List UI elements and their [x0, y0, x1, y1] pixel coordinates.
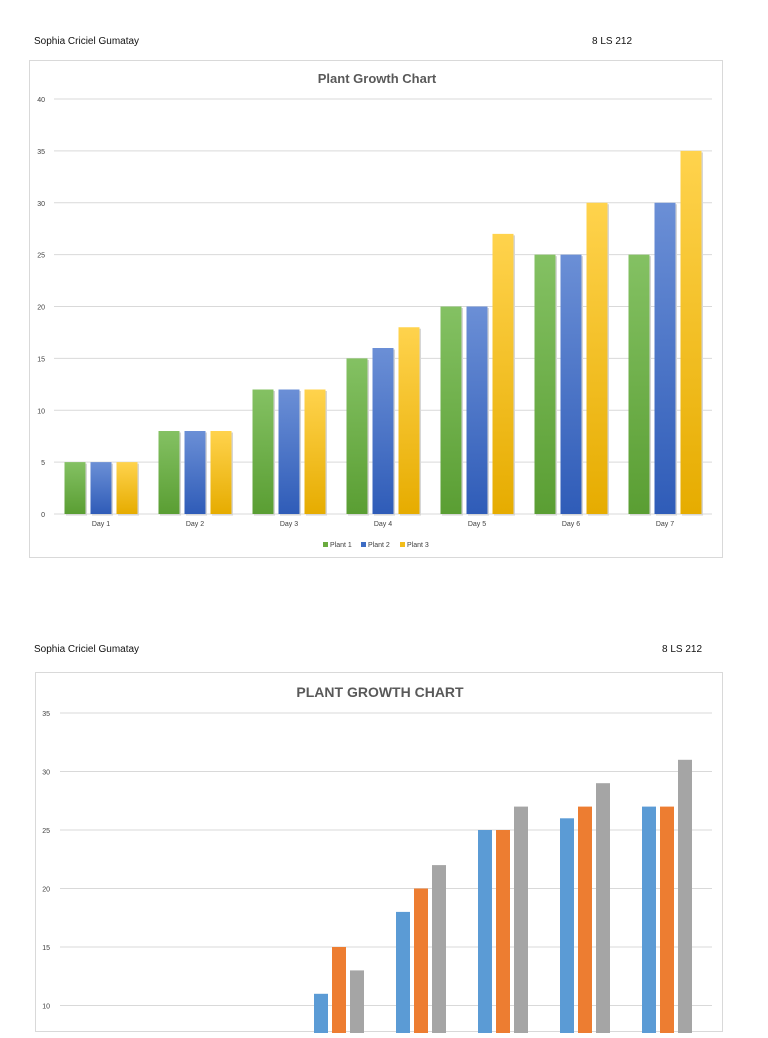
chart-2-bar-series-1 — [314, 993, 328, 1038]
chart-1-ytick-label: 5 — [41, 460, 45, 467]
chart-2-bar-series-3 — [514, 806, 528, 1038]
chart-1-bar-plant-3 — [210, 431, 232, 514]
chart-1-xtick-label: Day 3 — [280, 521, 298, 528]
chart-1-ytick-label: 0 — [41, 512, 45, 519]
chart-1-bar-plant-1 — [440, 306, 462, 514]
chart-2-bar-series-2 — [414, 888, 428, 1038]
class-code-2: 8 LS 212 — [662, 644, 703, 655]
chart-1-bar-plant-1 — [158, 431, 180, 514]
chart-1-bar-plant-3 — [492, 233, 514, 514]
chart-1-bar-plant-1 — [252, 389, 274, 514]
plant-growth-chart-2: PLANT GROWTH CHART 10 15 20 25 30 35 — [42, 684, 712, 1038]
chart-1-bar-plant-3 — [116, 462, 138, 514]
chart-1-legend-label: Plant 2 — [368, 542, 390, 549]
author-name-2: Sophia Criciel Gumatay — [34, 644, 140, 655]
chart-2-ytick-label: 30 — [42, 770, 50, 777]
chart-2-ytick-label: 10 — [42, 1004, 50, 1011]
chart-2-frame: PLANT GROWTH CHART 10 15 20 25 30 35 — [35, 672, 723, 1038]
chart-1-bar-plant-1 — [534, 254, 556, 514]
chart-2-bar-series-1 — [642, 806, 656, 1038]
chart-1-bar-plant-2 — [372, 348, 394, 514]
chart-1-ytick-label: 15 — [37, 356, 45, 363]
chart-1-xtick-label: Day 1 — [92, 521, 110, 528]
chart-1-ytick-label: 25 — [37, 253, 45, 260]
chart-2-bar-series-3 — [350, 970, 364, 1038]
chart-2-bar-series-3 — [596, 783, 610, 1038]
chart-1-xtick-label: Day 7 — [656, 521, 674, 528]
chart-1-bar-plant-2 — [278, 389, 300, 514]
chart-1-bar-plant-3 — [586, 202, 608, 514]
chart-1-bar-plant-3 — [680, 150, 702, 514]
chart-2-bar-series-1 — [396, 911, 410, 1038]
chart-2-bar-series-2 — [660, 806, 674, 1038]
chart-1-bar-plant-2 — [90, 462, 112, 514]
chart-1-xtick-label: Day 4 — [374, 521, 392, 528]
chart-1-legend-swatch — [400, 542, 405, 547]
chart-1-xtick-label: Day 2 — [186, 521, 204, 528]
chart-2-bar-series-2 — [578, 806, 592, 1038]
class-code-1: 8 LS 212 — [592, 36, 633, 47]
chart-1-title: Plant Growth Chart — [318, 71, 437, 86]
chart-2-ytick-label: 25 — [42, 828, 50, 835]
chart-2-bar-series-3 — [678, 759, 692, 1038]
chart-1-bar-plant-1 — [628, 254, 650, 514]
chart-1-bar-plant-2 — [654, 202, 676, 514]
chart-1-legend-label: Plant 1 — [330, 542, 352, 549]
chart-1-ytick-label: 10 — [37, 408, 45, 415]
chart-1-legend-label: Plant 3 — [407, 542, 429, 549]
chart-2-title: PLANT GROWTH CHART — [296, 684, 464, 700]
chart-1-ytick-label: 40 — [37, 97, 45, 104]
chart-1-bar-plant-1 — [64, 462, 86, 514]
chart-1-legend-swatch — [323, 542, 328, 547]
chart-2-ytick-label: 35 — [42, 711, 50, 718]
chart-2-bar-series-2 — [496, 830, 510, 1038]
chart-1-bar-plant-3 — [398, 327, 420, 514]
chart-1-bar-plant-1 — [346, 358, 368, 514]
chart-2-ytick-label: 20 — [42, 887, 50, 894]
chart-1-ytick-label: 35 — [37, 149, 45, 156]
chart-1-bar-plant-2 — [184, 431, 206, 514]
chart-1-ytick-label: 20 — [37, 305, 45, 312]
chart-1-xtick-label: Day 6 — [562, 521, 580, 528]
chart-2-ytick-label: 15 — [42, 945, 50, 952]
chart-1-bar-plant-2 — [560, 254, 582, 514]
chart-1-frame: Plant Growth Chart 0 5 10 15 20 25 30 35 40 Day … — [29, 60, 723, 558]
plant-growth-chart-1: Plant Growth Chart 0 5 10 15 20 25 30 35 40 Day … — [37, 71, 712, 549]
chart-1-xtick-label: Day 5 — [468, 521, 486, 528]
author-name-1: Sophia Criciel Gumatay — [34, 36, 140, 47]
chart-1-ytick-label: 30 — [37, 201, 45, 208]
chart-1-bar-plant-2 — [466, 306, 488, 514]
chart-2-bar-series-2 — [332, 947, 346, 1038]
chart-2-bar-series-1 — [478, 830, 492, 1038]
chart-2-bar-series-1 — [560, 818, 574, 1038]
chart-1-legend-swatch — [361, 542, 366, 547]
chart-1-bar-plant-3 — [304, 389, 326, 514]
chart-2-bar-series-3 — [432, 865, 446, 1038]
